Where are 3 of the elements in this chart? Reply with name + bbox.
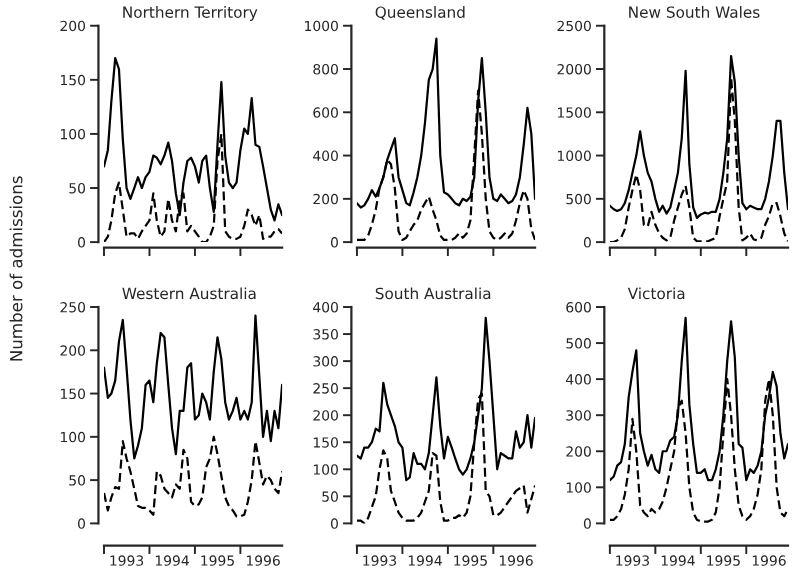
y-axis-title: Number of admissions (9, 176, 23, 361)
line-series (104, 314, 283, 460)
line-series (104, 435, 283, 518)
